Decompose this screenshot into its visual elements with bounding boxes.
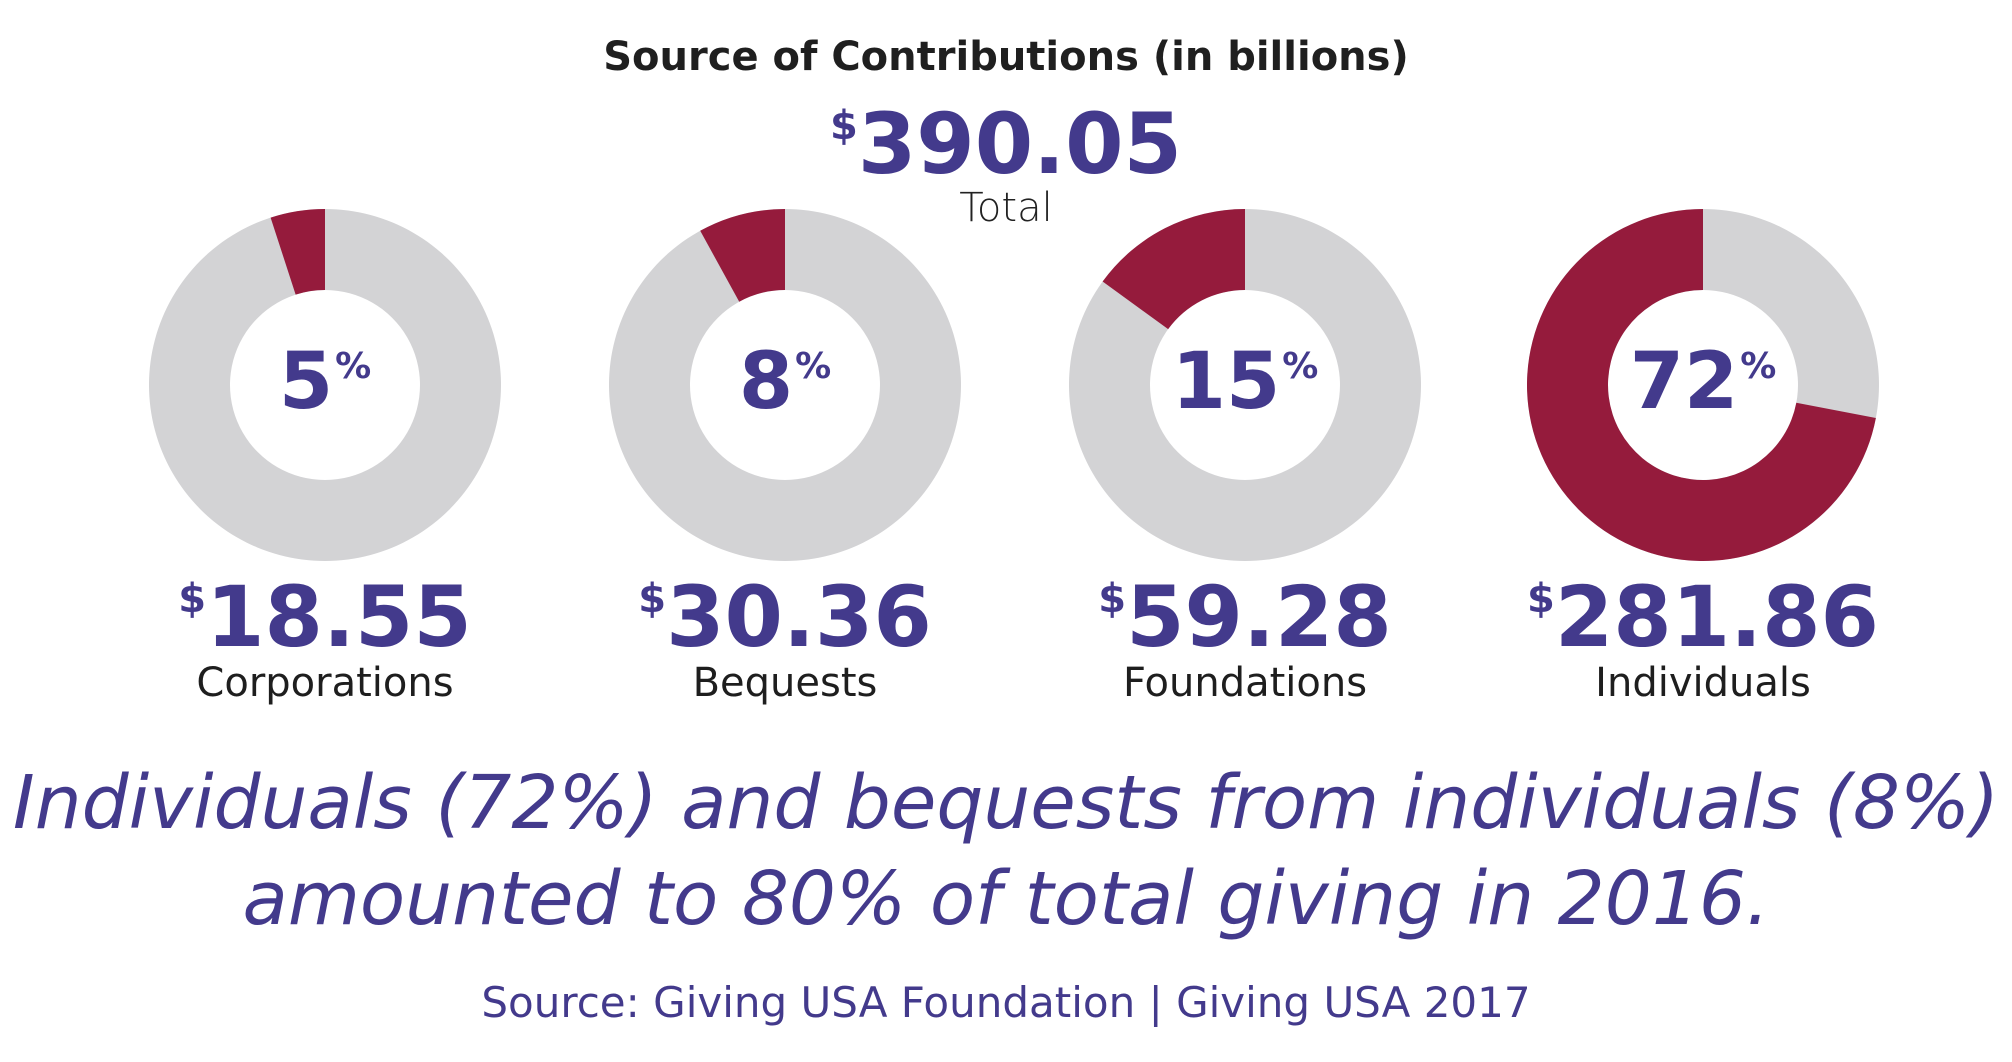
source-note: Source: Giving USA Foundation | Giving U… (481, 978, 1531, 1027)
donut-remainder-corporations (148, 209, 501, 561)
category-amount: $281.86 (1493, 575, 1913, 659)
category-amount: $30.36 (575, 575, 995, 659)
category-name: Corporations (196, 660, 454, 706)
total-currency: $ (830, 103, 858, 149)
category-name: Foundations (1122, 660, 1368, 706)
category-amount: $59.28 (1035, 575, 1455, 659)
percent-sign: % (1282, 346, 1319, 387)
amount-value: 30.36 (666, 568, 932, 666)
total-block: $390.05 Total (0, 102, 2012, 230)
chart-title: Source of Contributions (in billions) (603, 34, 1409, 80)
percent-sign: % (1740, 346, 1777, 387)
amount-value: 281.86 (1554, 568, 1879, 666)
category-name: Individuals (1595, 660, 1811, 706)
category-amount: $18.55 (115, 575, 535, 659)
donut-slice-individuals (1527, 209, 1876, 561)
percent-label-foundations: 15% (1145, 343, 1345, 421)
total-label: Total (959, 185, 1053, 231)
category-bequests: $30.36 Bequests (575, 575, 995, 707)
donut-slice-foundations (1102, 209, 1245, 330)
currency-symbol: $ (638, 576, 667, 622)
total-amount: $390.05 (0, 102, 2012, 186)
donut-slice-bequests (700, 209, 785, 302)
percent-label-bequests: 8% (685, 343, 885, 421)
percent-label-individuals: 72% (1603, 343, 1803, 421)
donut-charts (148, 209, 1879, 561)
currency-symbol: $ (178, 576, 207, 622)
donut-slice-corporations (270, 209, 325, 295)
category-corporations: $18.55 Corporations (115, 575, 535, 707)
amount-value: 18.55 (206, 568, 472, 666)
donut-corporations (148, 209, 501, 561)
percent-value: 8 (738, 337, 794, 427)
total-value: 390.05 (857, 95, 1182, 193)
headline-line-2: amounted to 80% of total giving in 2016. (242, 856, 1770, 942)
category-foundations: $59.28 Foundations (1035, 575, 1455, 707)
percent-sign: % (795, 346, 832, 387)
percent-value: 72 (1629, 337, 1739, 427)
headline-line-1: Individuals (72%) and bequests from indi… (12, 760, 2000, 846)
headline: Individuals (72%) and bequests from indi… (0, 755, 2012, 947)
percent-value: 15 (1171, 337, 1281, 427)
category-name: Bequests (692, 660, 878, 706)
donut-remainder-bequests (608, 209, 961, 561)
donut-foundations (1068, 209, 1421, 561)
donut-individuals (1526, 209, 1879, 561)
category-individuals: $281.86 Individuals (1493, 575, 1913, 707)
percent-value: 5 (278, 337, 334, 427)
currency-symbol: $ (1527, 576, 1555, 622)
currency-symbol: $ (1098, 576, 1127, 622)
percent-label-corporations: 5% (225, 343, 425, 421)
donut-bequests (608, 209, 961, 561)
percent-sign: % (335, 346, 372, 387)
amount-value: 59.28 (1126, 568, 1392, 666)
